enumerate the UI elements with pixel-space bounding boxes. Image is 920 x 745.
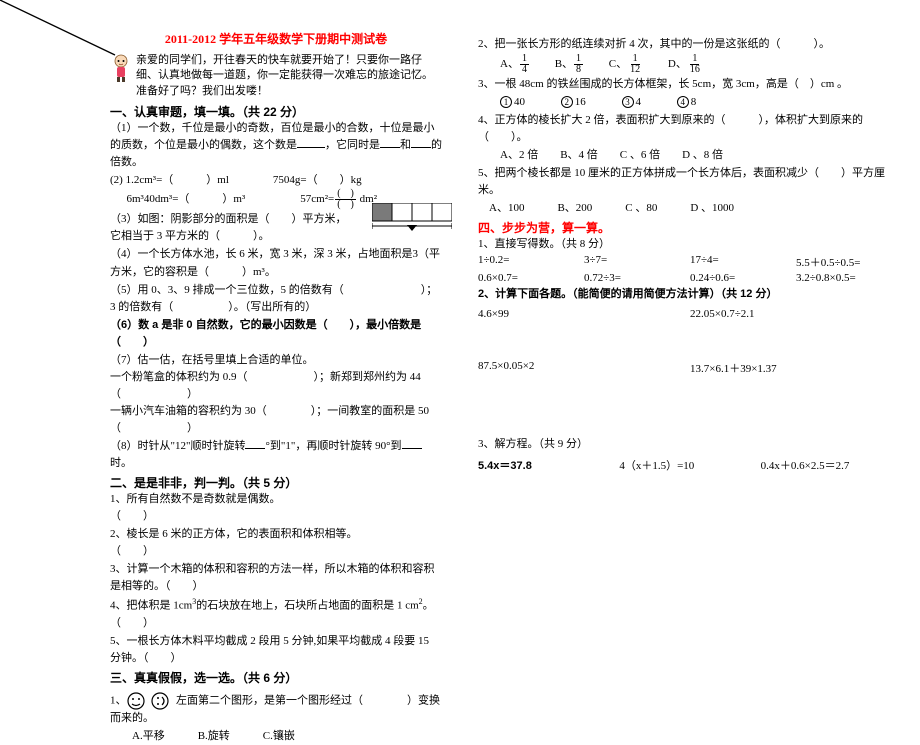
calc-block-1: 4.6×9922.05×0.7÷2.1 <box>478 308 902 320</box>
q1-1: （1）一个数，千位是最小的奇数，百位是最小的合数，十位是最小的质数，个位是最小的… <box>110 120 442 171</box>
shaded-figure-icon <box>372 203 452 233</box>
q1-8: （8）时针从"12"顺时针旋转°到"1"，再顺时针旋转 90°到时。 <box>110 438 442 472</box>
smiley-side-icon <box>151 692 169 710</box>
q3-1-opts: A.平移 B.旋转 C.镶嵌 <box>110 728 442 745</box>
q3-4-opts: A、2 倍 B、4 倍 C 、6 倍 D 、8 倍 <box>478 147 902 164</box>
s4-p3h: 3、解方程。（共 9 分） <box>478 436 902 453</box>
section-2-heading: 二、是是非非，判一判。（共 5 分） <box>110 474 442 491</box>
q1-4: （4）一个长方体水池，长 6 米，宽 3 米，深 3 米，占地面积是3（平方米，… <box>110 246 442 280</box>
section-4-heading: 四、步步为营，算一算。 <box>478 219 902 236</box>
q2-1: 1、所有自然数不是奇数就是偶数。 （ ） <box>110 491 442 525</box>
q3-1: 1、 左面第二个图形，是第一个图形经过（ ）变换而来的。 <box>110 692 442 727</box>
calc-block-2: 87.5×0.05×213.7×6.1＋39×1.37 <box>478 360 902 376</box>
s4-p2h: 2、计算下面各题。（能简便的请用简便方法计算）（共 12 分） <box>478 286 902 303</box>
eq-row: 5.4x＝37.8 4（x＋1.5）=10 0.4x＋0.6×2.5＝2.7 <box>478 457 902 473</box>
q3-2-opts: A、14 B、18 C、112 D、116 <box>478 54 902 75</box>
q3-4: 4、正方体的棱长扩大 2 倍，表面积扩大到原来的（ ），体积扩大到原来的（ ）。 <box>478 112 902 146</box>
q1-3: （3）如图：阴影部分的面积是（ ）平方米， 它相当于 3 平方米的（ ）。 <box>110 211 442 245</box>
q1-5: （5）用 0、3、9 排成一个三位数，5 的倍数有（ ）；3 的倍数有（ ）。（… <box>110 282 442 316</box>
smiley-up-icon <box>127 692 145 710</box>
exam-title: 2011-2012 学年五年级数学下册期中测试卷 <box>110 30 442 47</box>
calc-row-1: 1÷0.2=3÷7=17÷4=5.5＋0.5÷0.5= <box>478 254 902 270</box>
intro-text: 亲爱的同学们，开往春天的快车就要开始了！只要你一路仔细、认真地做每一道题，你一定… <box>136 53 442 99</box>
q1-6: （6）数 a 是非 0 自然数，它的最小因数是（ ），最小倍数是（ ） <box>110 317 442 351</box>
s4-p1h: 1、直接写得数。（共 8 分） <box>478 236 902 253</box>
mascot-icon <box>110 53 132 83</box>
section-1-heading: 一、认真审题，填一填。（共 22 分） <box>110 103 442 120</box>
q2-3: 3、计算一个木箱的体积和容积的方法一样，所以木箱的体积和容积是相等的。（ ） <box>110 561 442 595</box>
q1-7: （7）估一估，在括号里填上合适的单位。 一个粉笔盒的体积约为 0.9（ ）；新郑… <box>110 352 442 437</box>
section-3-heading: 三、真真假假，选一选。（共 6 分） <box>110 669 442 686</box>
q3-5-opts: A、100 B、200 C 、80 D 、1000 <box>478 200 902 217</box>
q3-3: 3、一根 48cm 的铁丝围成的长方体框架，长 5cm，宽 3cm，高是（ ）c… <box>478 76 902 93</box>
q3-2: 2、把一张长方形的纸连续对折 4 次，其中的一份是这张纸的（ ）。 <box>478 36 902 53</box>
q2-5: 5、一根长方体木料平均截成 2 段用 5 分钟,如果平均截成 4 段要 15 分… <box>110 633 442 667</box>
q2-4: 4、把体积是 1cm3的石块放在地上，石块所占地面的面积是 1 cm2。（ ） <box>110 596 442 632</box>
q3-3-opts: 140 216 34 48 <box>478 94 902 111</box>
calc-row-2: 0.6×0.7=0.72÷3=0.24÷0.6=3.2÷0.8×0.5= <box>478 272 902 284</box>
q2-2: 2、棱长是 6 米的正方体，它的表面积和体积相等。 （ ） <box>110 526 442 560</box>
q3-5: 5、把两个棱长都是 10 厘米的正方体拼成一个长方体后，表面积减少（ ）平方厘米… <box>478 165 902 199</box>
